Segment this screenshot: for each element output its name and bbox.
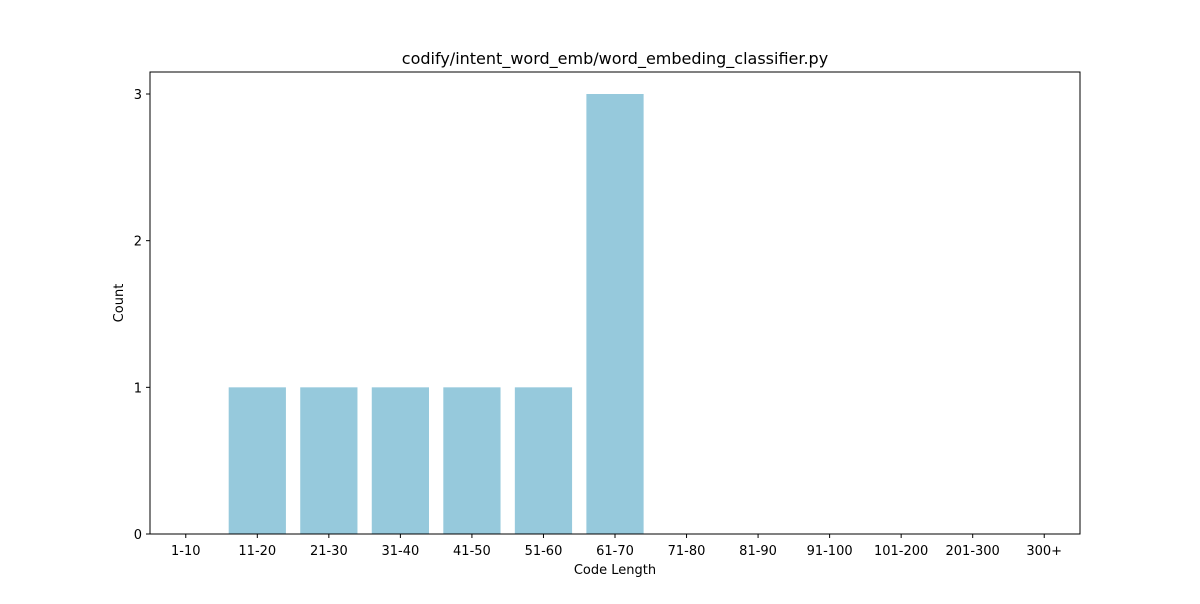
x-tick-label: 11-20 xyxy=(238,544,276,559)
bar-21-30 xyxy=(300,387,358,534)
y-tick-label: 1 xyxy=(134,381,142,396)
x-tick-label: 71-80 xyxy=(668,544,706,559)
x-axis-label: Code Length xyxy=(574,563,656,578)
y-axis-label: Count xyxy=(112,284,127,323)
bars-layer xyxy=(228,94,644,534)
x-tick-label: 21-30 xyxy=(310,544,348,559)
bar-41-50 xyxy=(443,387,501,534)
x-tick-label: 201-300 xyxy=(946,544,1000,559)
chart-title: codify/intent_word_emb/word_embeding_cla… xyxy=(402,49,828,69)
x-tick-label: 81-90 xyxy=(739,544,777,559)
bar-31-40 xyxy=(371,387,429,534)
x-tick-label: 101-200 xyxy=(874,544,928,559)
y-tick-label: 2 xyxy=(134,235,142,250)
bar-51-60 xyxy=(514,387,573,534)
x-tick-label: 51-60 xyxy=(525,544,563,559)
x-tick-label: 1-10 xyxy=(171,544,201,559)
x-tick-label: 300+ xyxy=(1026,544,1062,559)
x-tick-label: 91-100 xyxy=(807,544,853,559)
y-axis: 0 1 2 3 xyxy=(134,88,150,543)
x-tick-label: 61-70 xyxy=(596,544,634,559)
x-axis: 1-10 11-20 21-30 31-40 41-50 51-60 61-70 71-80 8… xyxy=(171,534,1062,559)
bar-61-70 xyxy=(586,94,644,534)
x-tick-label: 41-50 xyxy=(453,544,491,559)
x-tick-label: 31-40 xyxy=(381,544,419,559)
y-tick-label: 0 xyxy=(134,528,142,543)
bar-11-20 xyxy=(228,387,286,534)
y-tick-label: 3 xyxy=(134,88,142,103)
